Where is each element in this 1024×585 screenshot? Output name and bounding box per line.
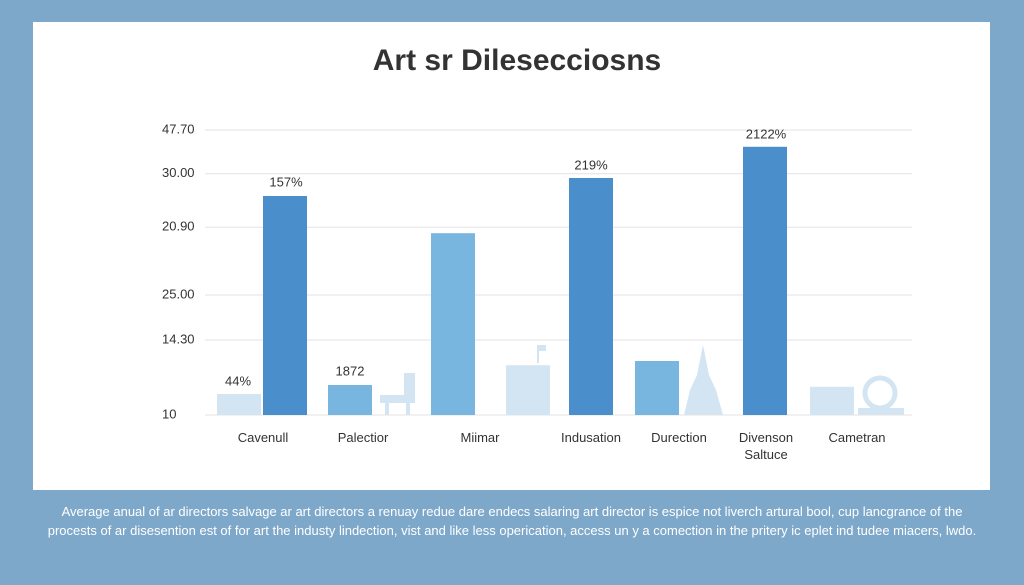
bar [569, 178, 613, 415]
decoration [380, 345, 904, 415]
bar [743, 146, 787, 416]
y-tick-label: 30.00 [162, 165, 195, 180]
panel [33, 22, 990, 490]
bar [328, 385, 372, 415]
annotation: 219% [574, 157, 608, 172]
x-tick-label: Cavenull [237, 430, 289, 445]
y-tick-label: 47.70 [162, 121, 195, 136]
bar [431, 233, 475, 415]
bar [506, 365, 550, 415]
annotation: 157% [269, 174, 303, 189]
y-tick-label: 10 [162, 406, 176, 421]
annotation: 1872 [336, 363, 365, 378]
y-tick-label: 14.30 [162, 331, 195, 346]
bar [263, 196, 307, 415]
y-tick-label: 20.90 [162, 219, 195, 234]
x-tick-label: Palectior [337, 430, 389, 445]
annotation: 44% [225, 373, 251, 388]
y-tick-label: 25.00 [162, 286, 195, 301]
x-tick-label: Cametran [828, 430, 886, 445]
bar [810, 386, 854, 415]
x-tick-label: Miimar [460, 430, 500, 445]
x-tick-label: Indusation [561, 430, 621, 445]
bar [635, 361, 679, 415]
chart-title: Art sr Dilesecciosns [373, 44, 661, 77]
annotation: 2122% [746, 126, 787, 141]
caption: Average anual of ar directors salvage ar… [47, 504, 977, 538]
x-tick-label: Divenson Saltuce [738, 430, 794, 462]
x-tick-label: Durection [651, 430, 707, 445]
bar [217, 394, 261, 415]
